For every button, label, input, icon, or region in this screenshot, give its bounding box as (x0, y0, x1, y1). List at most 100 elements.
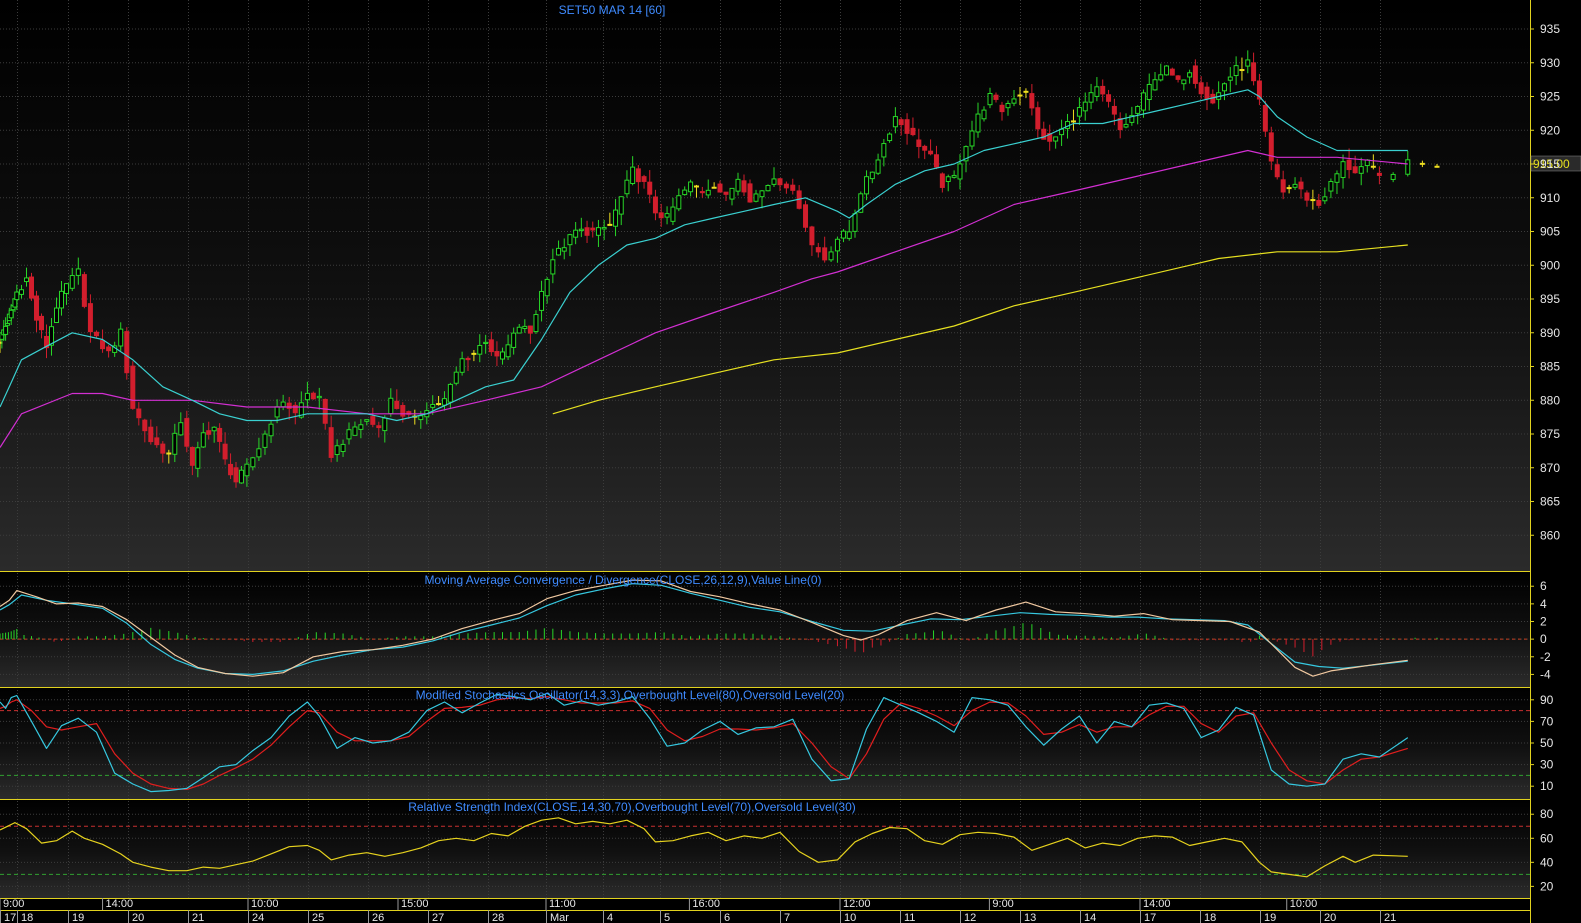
candle-body (441, 398, 447, 406)
candle-body (1017, 94, 1023, 97)
pane-title: Modified Stochastics Oscillator(14,3,3),… (416, 688, 845, 702)
candle-body (1227, 76, 1233, 81)
candle-body (1035, 107, 1041, 130)
candle-body (1322, 196, 1328, 202)
candle-body (1221, 83, 1227, 92)
candle-body (1181, 79, 1187, 85)
candle-body (400, 405, 406, 417)
candle-body (1047, 132, 1053, 142)
candle (711, 182, 717, 189)
y-tick-label: 875 (1540, 427, 1560, 441)
candle (522, 319, 528, 333)
candle (1316, 193, 1322, 209)
candle (34, 290, 39, 333)
candle (1245, 50, 1251, 74)
y-tick-label: 860 (1540, 528, 1560, 542)
candle-body (647, 181, 653, 195)
date-tick-label: 10 (844, 912, 856, 923)
candle-body (556, 247, 562, 256)
macd-line (0, 579, 1408, 677)
candle-body (753, 193, 759, 202)
candle-body (1304, 192, 1310, 201)
candle (340, 439, 346, 457)
candle (539, 280, 545, 322)
candle-body (578, 228, 584, 232)
candle-body (963, 146, 969, 162)
candle (945, 174, 951, 192)
y-tick-label: 925 (1540, 90, 1560, 104)
candle-body (166, 452, 172, 455)
candle (573, 221, 579, 245)
candle-body (81, 274, 87, 307)
candle (1280, 170, 1286, 200)
candle (1192, 59, 1198, 89)
candle (262, 430, 268, 455)
candle-body (1262, 104, 1268, 132)
candle-body (130, 365, 136, 409)
candle-body (148, 426, 154, 443)
candle-body (124, 331, 130, 374)
candle (93, 330, 99, 338)
candle-body (24, 277, 29, 283)
candle-body (1251, 62, 1257, 82)
candle (1029, 84, 1035, 116)
candle (815, 242, 821, 258)
candle (951, 170, 957, 179)
candle-body (154, 437, 160, 446)
pane-background-1 (0, 571, 1530, 687)
candle-body (364, 419, 370, 422)
candle-body (334, 445, 340, 456)
candle-body (39, 315, 44, 331)
candle-body (1198, 82, 1204, 95)
candle-body (898, 119, 904, 126)
candle (1286, 184, 1292, 194)
candle-body (93, 331, 99, 337)
candle-body (1152, 79, 1158, 91)
time-tick-label: 9:00 (3, 898, 24, 910)
candle (928, 139, 934, 156)
candle-body (418, 415, 424, 421)
candle (1140, 89, 1146, 118)
candle (790, 178, 796, 195)
candle (1005, 100, 1011, 116)
candle (1117, 112, 1123, 139)
candle (975, 102, 981, 138)
moving-average-slow-line (552, 244, 1408, 415)
candle (124, 327, 130, 380)
candle (453, 366, 459, 386)
candle (741, 174, 747, 197)
candle (1123, 113, 1129, 129)
candle-body (1100, 85, 1106, 95)
candle (682, 186, 688, 196)
candle (24, 267, 29, 287)
candle (1370, 154, 1376, 170)
candle (601, 219, 607, 241)
candle-body (471, 352, 477, 355)
date-tick-label: 17 (1144, 912, 1156, 923)
candle (370, 407, 376, 428)
candle (1187, 69, 1193, 84)
candle-body (618, 196, 624, 215)
candle (206, 421, 212, 440)
candle (840, 228, 846, 243)
y-tick-label: 865 (1540, 495, 1560, 509)
candle-body (1352, 166, 1358, 174)
y-tick-label: 90 (1540, 693, 1554, 707)
candle-body (310, 392, 316, 400)
y-tick-label: 895 (1540, 292, 1560, 306)
y-tick-label: 50 (1540, 736, 1554, 750)
candle (641, 174, 647, 189)
candle-body (328, 427, 334, 458)
y-tick-label: 890 (1540, 326, 1560, 340)
candle-body (4, 322, 10, 326)
candle (1322, 187, 1328, 205)
candle-body (298, 402, 304, 418)
candle-body (881, 143, 887, 158)
candle-body (834, 238, 840, 252)
time-tick-label: 14:00 (1143, 898, 1171, 910)
y-tick-label: 30 (1540, 758, 1554, 772)
candle-body (274, 406, 280, 418)
date-tick-label: 26 (372, 912, 384, 923)
candle (783, 181, 789, 194)
